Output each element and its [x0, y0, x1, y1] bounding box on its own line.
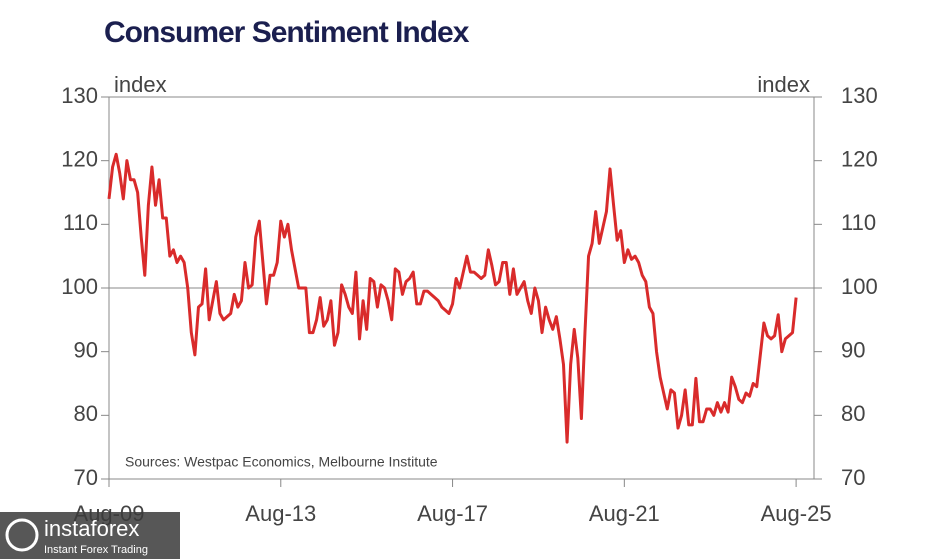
x-tick-label: Aug-21 [589, 501, 660, 526]
chart-title: Consumer Sentiment Index [104, 16, 470, 49]
watermark: instaforex Instant Forex Trading [0, 512, 180, 559]
y-tick-label: 130 [61, 83, 98, 108]
watermark-bg [0, 512, 180, 559]
y2-tick-label: 100 [841, 274, 878, 299]
watermark-tagline: Instant Forex Trading [44, 544, 148, 556]
y-tick-label: 120 [61, 146, 98, 171]
source-note: Sources: Westpac Economics, Melbourne In… [125, 454, 438, 470]
x-tick-label: Aug-17 [417, 501, 488, 526]
y2-tick-label: 80 [841, 401, 865, 426]
y2-tick-label: 90 [841, 337, 865, 362]
watermark-logo [5, 518, 39, 552]
y-tick-label: 70 [74, 465, 98, 490]
y-tick-label: 110 [63, 210, 98, 235]
y-axis-label: index [114, 72, 167, 97]
y2-tick-label: 70 [841, 465, 865, 490]
y2-tick-label: 110 [841, 210, 876, 235]
y-tick-label: 80 [74, 401, 98, 426]
y-tick-label: 90 [74, 337, 98, 362]
data-line [107, 152, 798, 444]
x-tick-label: Aug-25 [761, 501, 832, 526]
watermark-brand: instaforex [44, 516, 139, 541]
y2-tick-label: 120 [841, 146, 878, 171]
y-tick-label: 100 [61, 274, 98, 299]
y2-tick-label: 130 [841, 83, 878, 108]
y2-axis-label: index [757, 72, 810, 97]
x-tick-label: Aug-13 [245, 501, 316, 526]
